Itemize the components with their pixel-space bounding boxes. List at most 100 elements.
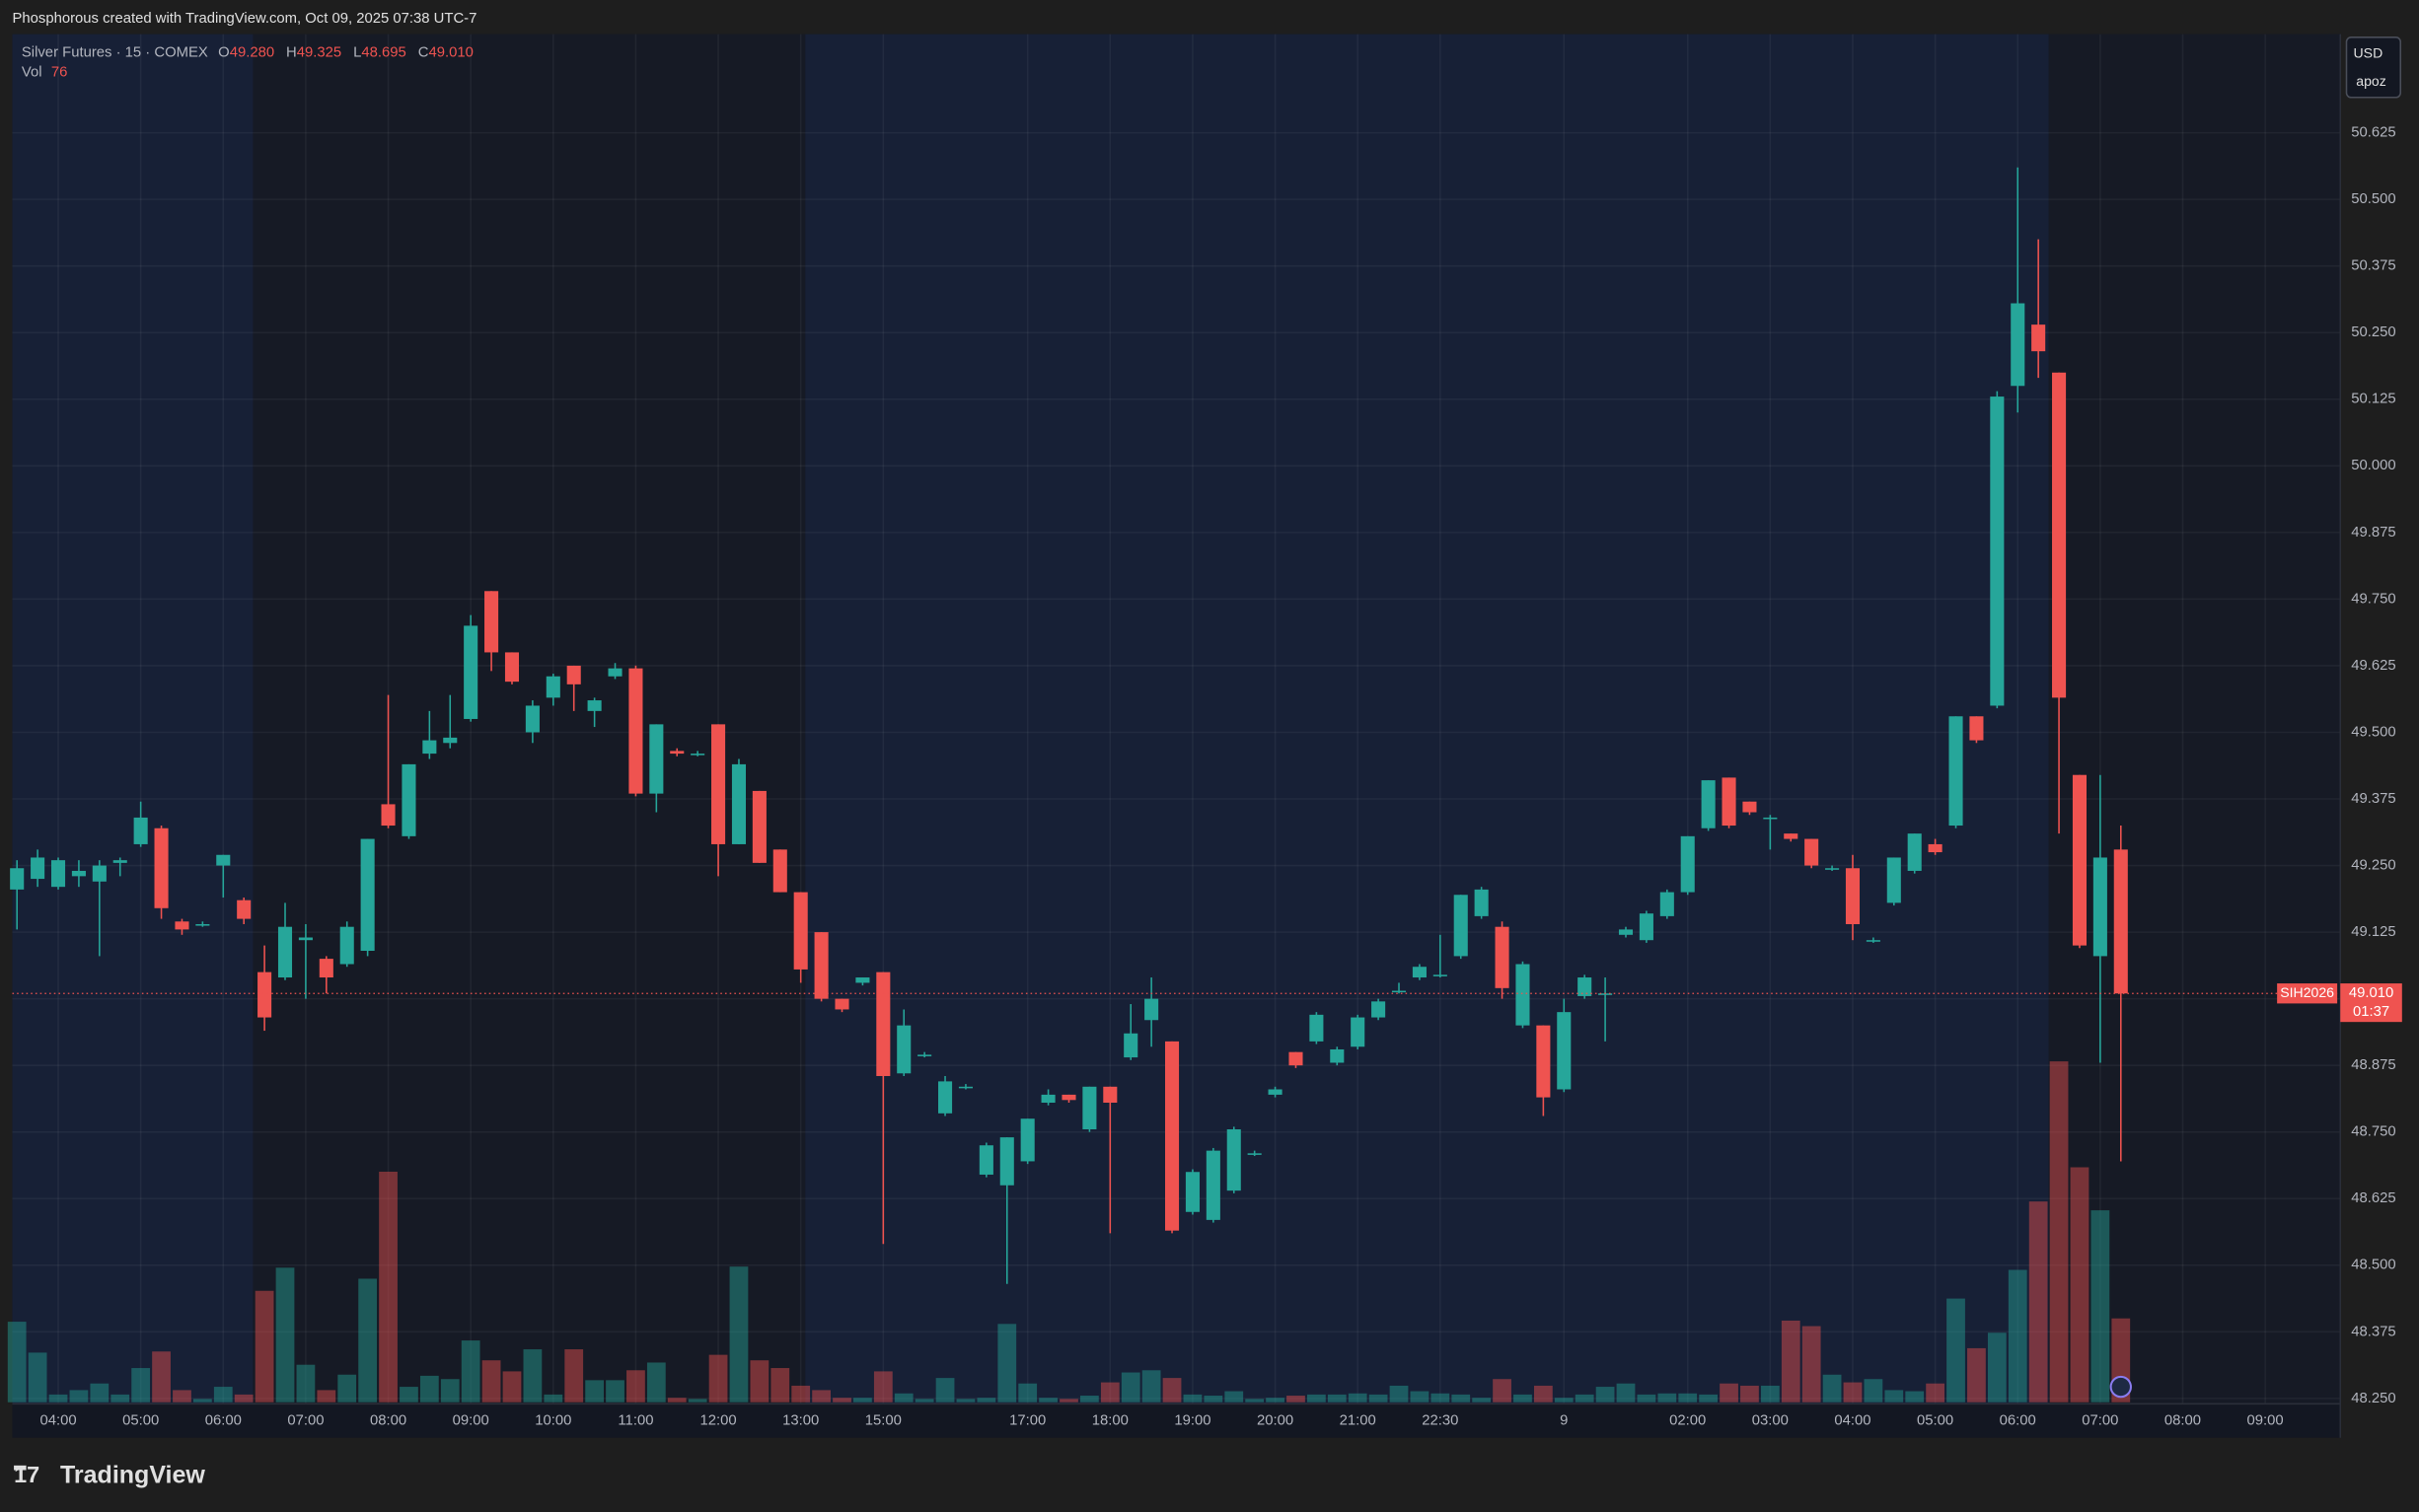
candle-body: [339, 926, 354, 965]
candle-body: [649, 724, 664, 794]
candle-body: [1577, 977, 1592, 996]
volume-bar: [1740, 1385, 1759, 1403]
candle-body: [1990, 396, 2005, 706]
candle-body: [1639, 913, 1653, 941]
candle-body: [1103, 1086, 1118, 1104]
volume-bar: [1575, 1394, 1594, 1403]
candle-body: [298, 937, 313, 941]
candle-body: [566, 665, 581, 684]
x-tick-label: 17:00: [1009, 1412, 1046, 1428]
candle-body: [1474, 889, 1489, 916]
x-tick-label: 11:00: [618, 1412, 653, 1428]
legend-value: 49.325: [297, 44, 341, 60]
candle-body: [1226, 1129, 1241, 1191]
volume-bar: [2028, 1201, 2048, 1403]
volume-bar: [28, 1352, 47, 1403]
volume-bar: [688, 1399, 707, 1403]
candle-body: [1969, 716, 1984, 741]
volume-bar: [626, 1370, 645, 1403]
volume-bar: [419, 1375, 439, 1403]
volume-bar: [1801, 1326, 1821, 1403]
candle-body: [711, 724, 726, 844]
x-tick-label: 13:00: [782, 1412, 819, 1428]
candle-body: [443, 737, 458, 744]
y-tick-label: 49.125: [2351, 924, 2395, 940]
volume-bar: [1141, 1370, 1161, 1403]
volume-bar: [1327, 1394, 1347, 1403]
candle-body: [587, 700, 602, 711]
candle-body: [422, 740, 437, 755]
x-tick-label: 15:00: [865, 1412, 902, 1428]
volume-bar: [1430, 1393, 1450, 1403]
candle-body: [1804, 838, 1819, 866]
y-tick-label: 49.625: [2351, 658, 2395, 674]
y-tick-label: 49.750: [2351, 591, 2395, 607]
volume-bar: [1100, 1382, 1120, 1403]
volume-bar: [234, 1394, 254, 1403]
price-tag: [2340, 983, 2402, 1023]
volume-bar: [502, 1371, 522, 1403]
candle-body: [1742, 801, 1757, 813]
volume-bar: [1843, 1382, 1863, 1403]
volume-bar: [750, 1360, 770, 1403]
volume-bar: [440, 1379, 460, 1403]
y-tick-label: 49.500: [2351, 724, 2395, 740]
candle-body: [504, 652, 520, 683]
brand-name: TradingView: [60, 1461, 205, 1488]
candle-body: [216, 854, 231, 866]
volume-bar: [1018, 1383, 1038, 1403]
candle-body: [979, 1145, 993, 1175]
volume-bar: [192, 1399, 212, 1403]
y-tick-label: 49.875: [2351, 525, 2395, 540]
volume-bar: [1389, 1385, 1409, 1403]
candle-body: [917, 1054, 932, 1056]
x-tick-label: 06:00: [2000, 1412, 2036, 1428]
candle-body: [71, 870, 86, 877]
logo-shape: [14, 1465, 27, 1471]
candle-body: [1391, 990, 1407, 993]
volume-bar: [1451, 1394, 1471, 1403]
x-tick-label: 09:00: [2247, 1412, 2284, 1428]
volume-bar: [1760, 1385, 1780, 1403]
volume-bar: [1493, 1379, 1511, 1403]
candle-body: [1618, 929, 1634, 935]
candle-body: [876, 972, 891, 1076]
volume-bar: [1039, 1398, 1058, 1403]
volume-bar: [358, 1278, 378, 1403]
candle-body: [1907, 833, 1922, 871]
candle-body: [793, 892, 808, 970]
x-tick-label: 03:00: [1752, 1412, 1789, 1428]
countdown: 01:37: [2353, 1004, 2389, 1020]
volume-bar: [1348, 1393, 1367, 1403]
candle-body: [1722, 777, 1736, 827]
x-tick-label: 02:00: [1669, 1412, 1706, 1428]
volume-bar: [1884, 1390, 1904, 1403]
candle-body: [772, 849, 787, 893]
volume-bar: [152, 1351, 171, 1403]
volume-bar: [2008, 1269, 2027, 1403]
candle-body: [1680, 835, 1695, 893]
volume-bar: [69, 1390, 89, 1403]
candle-body: [112, 860, 127, 863]
volume-bar: [1410, 1391, 1429, 1403]
volume-bar: [296, 1364, 316, 1403]
volume-bar: [2090, 1210, 2110, 1403]
candle-body: [752, 790, 767, 863]
volume-bar: [255, 1290, 274, 1403]
legend-symbol: Silver Futures · 15 · COMEX: [22, 44, 208, 60]
alert-icon: [2109, 1375, 2132, 1399]
volume-bar: [667, 1398, 687, 1403]
volume-bar: [1204, 1396, 1223, 1403]
candle-body: [1020, 1118, 1035, 1162]
volume-bar: [1080, 1396, 1099, 1403]
candle-body: [1598, 993, 1613, 995]
volume-bar: [7, 1322, 27, 1403]
volume-bar: [379, 1171, 398, 1403]
candle-body: [731, 763, 747, 844]
axes: 50.625 50.500 50.375 50.250 50.125 50.000 49.8…: [39, 125, 2402, 1428]
currency-box[interactable]: [2345, 36, 2402, 99]
candle-body: [855, 977, 870, 983]
account: apoz: [2356, 73, 2385, 89]
candle-body: [691, 754, 705, 756]
candle-body: [1268, 1089, 1283, 1095]
